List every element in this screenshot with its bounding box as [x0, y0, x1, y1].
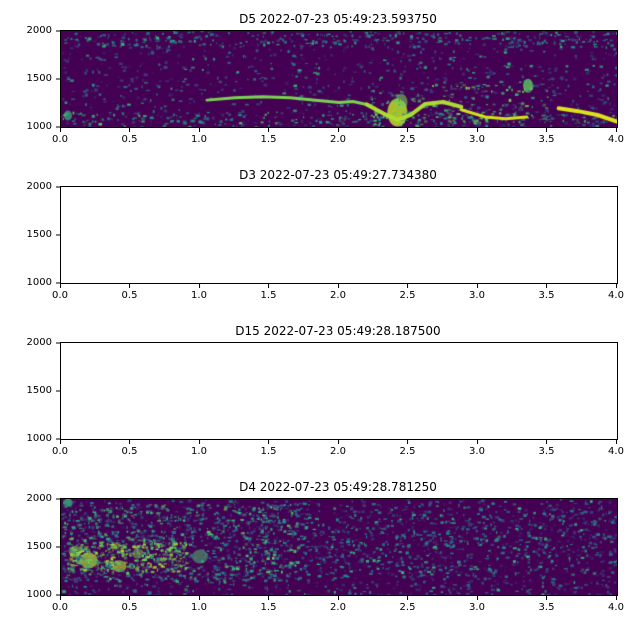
x-tick-label: 3.0: [469, 440, 485, 457]
x-tick-label: 1.5: [260, 440, 277, 457]
x-tick-label: 1.5: [260, 128, 277, 145]
subplot-d15: D15 2022-07-23 05:49:28.187500 2000 1500…: [0, 320, 640, 460]
x-tick-label: 1.0: [191, 440, 207, 457]
y-tick-label: 1000: [26, 277, 52, 288]
y-tick-mark: [56, 594, 60, 596]
y-tick-mark: [56, 438, 60, 440]
x-tick-label: 4.0: [608, 128, 624, 145]
x-tick-label: 2.5: [399, 596, 416, 613]
x-tick-label: 0.0: [52, 284, 68, 301]
y-tick-label: 2000: [26, 181, 52, 192]
y-tick-label: 2000: [26, 337, 52, 348]
figure: D5 2022-07-23 05:49:23.593750 2000 1500 …: [0, 8, 640, 616]
y-tick-label: 1500: [26, 229, 52, 240]
plot-area: 2000 1500 1000: [27, 26, 618, 132]
y-tick-mark: [56, 498, 60, 500]
y-tick-label: 1500: [26, 73, 52, 84]
x-tick-label: 4.0: [608, 440, 624, 457]
x-axis: 0.0 0.5 1.0 1.5 2.0 2.5 3.0 3.5 4.0: [52, 596, 624, 616]
x-tick-label: 0.0: [52, 440, 68, 457]
x-tick-label: 3.0: [469, 284, 485, 301]
x-tick-label: 0.0: [52, 128, 68, 145]
x-tick-label: 2.5: [399, 440, 416, 457]
x-tick-label: 3.0: [469, 596, 485, 613]
x-tick-label: 2.5: [399, 284, 416, 301]
y-tick-label: 1000: [26, 121, 52, 132]
x-tick-label: 0.5: [121, 128, 138, 145]
x-tick-label: 4.0: [608, 596, 624, 613]
y-tick-mark: [56, 282, 60, 284]
x-tick-label: 3.5: [538, 440, 555, 457]
y-tick-mark: [56, 126, 60, 128]
x-tick-label: 0.5: [121, 596, 138, 613]
x-tick-label: 2.0: [330, 284, 346, 301]
y-tick-mark: [56, 342, 60, 344]
y-tick-mark: [56, 78, 60, 80]
x-tick-label: 2.0: [330, 440, 346, 457]
y-tick-label: 1000: [26, 433, 52, 444]
y-tick-mark: [56, 390, 60, 392]
x-axis: 0.0 0.5 1.0 1.5 2.0 2.5 3.0 3.5 4.0: [52, 440, 624, 460]
x-tick-label: 2.0: [330, 596, 346, 613]
subplot-d5: D5 2022-07-23 05:49:23.593750 2000 1500 …: [0, 8, 640, 148]
y-tick-mark: [56, 186, 60, 188]
x-tick-label: 0.5: [121, 284, 138, 301]
x-tick-label: 1.0: [191, 284, 207, 301]
spectrogram-canvas: [61, 187, 617, 283]
x-tick-label: 4.0: [608, 284, 624, 301]
subplot-d3: D3 2022-07-23 05:49:27.734380 2000 1500 …: [0, 164, 640, 304]
y-tick-mark: [56, 234, 60, 236]
subplot-title: D3 2022-07-23 05:49:27.734380: [239, 168, 437, 182]
plot-area: 2000 1500 1000: [27, 494, 618, 600]
y-tick-label: 1000: [26, 589, 52, 600]
x-tick-label: 0.0: [52, 596, 68, 613]
subplot-title: D5 2022-07-23 05:49:23.593750: [239, 12, 437, 26]
x-tick-label: 2.0: [330, 128, 346, 145]
x-tick-label: 3.0: [469, 128, 485, 145]
x-tick-label: 3.5: [538, 596, 555, 613]
y-tick-mark: [56, 30, 60, 32]
spectrogram-canvas: [61, 343, 617, 439]
x-tick-label: 3.5: [538, 284, 555, 301]
x-axis: 0.0 0.5 1.0 1.5 2.0 2.5 3.0 3.5 4.0: [52, 128, 624, 148]
plot-area: 2000 1500 1000: [27, 338, 618, 444]
x-tick-label: 1.0: [191, 128, 207, 145]
plot-area: 2000 1500 1000: [27, 182, 618, 288]
subplot-d4: D4 2022-07-23 05:49:28.781250 2000 1500 …: [0, 476, 640, 616]
spectrogram-canvas: [61, 499, 617, 595]
y-tick-label: 1500: [26, 541, 52, 552]
subplot-title: D15 2022-07-23 05:49:28.187500: [235, 324, 441, 338]
x-tick-label: 3.5: [538, 128, 555, 145]
y-tick-mark: [56, 546, 60, 548]
x-tick-label: 2.5: [399, 128, 416, 145]
y-tick-label: 2000: [26, 25, 52, 36]
x-tick-label: 1.5: [260, 596, 277, 613]
x-tick-label: 1.5: [260, 284, 277, 301]
y-tick-label: 1500: [26, 385, 52, 396]
x-axis: 0.0 0.5 1.0 1.5 2.0 2.5 3.0 3.5 4.0: [52, 284, 624, 304]
x-tick-label: 0.5: [121, 440, 138, 457]
x-tick-label: 1.0: [191, 596, 207, 613]
y-tick-label: 2000: [26, 493, 52, 504]
spectrogram-canvas: [61, 31, 617, 127]
subplot-title: D4 2022-07-23 05:49:28.781250: [239, 480, 437, 494]
